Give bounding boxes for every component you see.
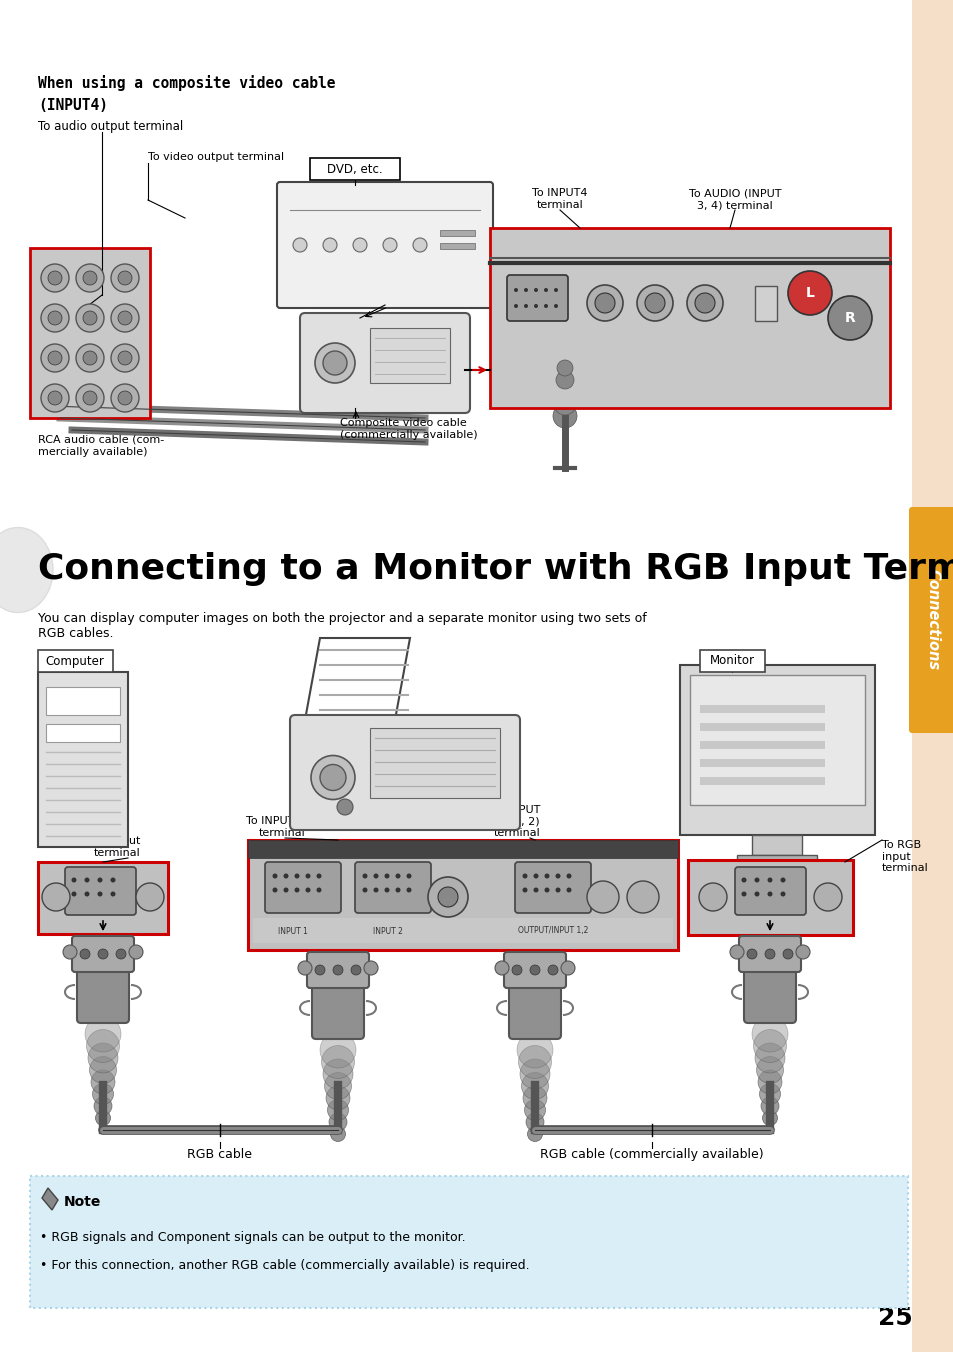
Circle shape [740,891,745,896]
Circle shape [751,1015,787,1052]
FancyBboxPatch shape [77,965,129,1023]
Circle shape [543,304,547,308]
Circle shape [534,288,537,292]
Circle shape [330,1126,345,1141]
Bar [248,840,678,950]
Circle shape [305,887,310,892]
Circle shape [48,352,62,365]
Circle shape [517,1032,553,1068]
Circle shape [514,304,517,308]
Circle shape [353,238,367,251]
Circle shape [129,945,143,959]
Circle shape [522,887,527,892]
Circle shape [595,293,615,314]
Bar [38,650,112,672]
Circle shape [319,764,346,791]
Circle shape [586,285,622,320]
Text: OUTPUT/INPUT 1,2: OUTPUT/INPUT 1,2 [517,926,588,936]
Circle shape [530,965,539,975]
Circle shape [48,311,62,324]
Circle shape [382,238,396,251]
Text: Connections: Connections [924,569,940,671]
Circle shape [336,799,353,815]
Circle shape [524,1099,545,1121]
Bar [679,665,874,836]
Circle shape [111,304,139,333]
Ellipse shape [0,527,53,612]
Circle shape [111,891,115,896]
FancyBboxPatch shape [734,867,805,915]
Circle shape [544,887,549,892]
Text: To audio output terminal: To audio output terminal [38,120,183,132]
Text: 25: 25 [877,1306,911,1330]
Text: To OUTPUT
(INPUT 1, 2)
terminal: To OUTPUT (INPUT 1, 2) terminal [473,804,539,838]
Circle shape [97,891,102,896]
Circle shape [85,1015,121,1052]
FancyBboxPatch shape [515,863,590,913]
Bar [248,840,678,859]
Circle shape [519,1059,550,1088]
Circle shape [437,887,457,907]
Circle shape [94,1096,112,1115]
Circle shape [813,883,841,911]
Circle shape [324,1072,351,1099]
Circle shape [90,1056,116,1083]
Bar [30,247,150,418]
Text: You can display computer images on both the projector and a separate monitor usi: You can display computer images on both … [38,612,646,639]
Circle shape [557,360,573,376]
FancyBboxPatch shape [290,715,519,830]
Circle shape [522,1086,546,1110]
Circle shape [321,1045,355,1079]
Circle shape [111,384,139,412]
Circle shape [374,873,378,879]
Bar [38,672,128,846]
Circle shape [111,343,139,372]
Circle shape [97,877,102,883]
Circle shape [111,877,115,883]
Text: RCA audio cable (com-
mercially available): RCA audio cable (com- mercially availabl… [38,435,164,457]
Circle shape [754,891,759,896]
Circle shape [699,883,726,911]
FancyBboxPatch shape [65,867,136,915]
Circle shape [521,1072,548,1099]
Circle shape [518,1045,551,1079]
FancyBboxPatch shape [312,982,364,1038]
Circle shape [626,882,659,913]
Text: To INPUT 1
terminal: To INPUT 1 terminal [246,817,305,838]
Circle shape [76,264,104,292]
Circle shape [758,1069,781,1094]
Circle shape [305,873,310,879]
Text: To RGB
input
terminal: To RGB input terminal [882,840,928,873]
FancyBboxPatch shape [739,936,801,972]
Circle shape [116,949,126,959]
FancyBboxPatch shape [509,982,560,1038]
FancyBboxPatch shape [276,183,493,308]
Circle shape [795,945,809,959]
Circle shape [555,873,560,879]
Bar [370,329,450,383]
Circle shape [323,238,336,251]
Circle shape [555,887,560,892]
Circle shape [294,887,299,892]
Circle shape [547,965,558,975]
FancyBboxPatch shape [299,314,470,412]
Circle shape [566,873,571,879]
Circle shape [41,264,69,292]
Circle shape [514,288,517,292]
Circle shape [740,877,745,883]
Circle shape [827,296,871,339]
Circle shape [754,1042,784,1073]
Text: (INPUT4): (INPUT4) [38,97,108,114]
Circle shape [136,883,164,911]
Text: Connecting to a Monitor with RGB Input Terminal: Connecting to a Monitor with RGB Input T… [38,552,953,585]
Circle shape [384,887,389,892]
Text: R: R [843,311,855,324]
FancyBboxPatch shape [355,863,431,913]
Circle shape [764,949,774,959]
Text: Computer: Computer [46,654,104,668]
Circle shape [406,873,411,879]
Polygon shape [42,1188,58,1210]
Circle shape [118,352,132,365]
Circle shape [83,352,97,365]
Circle shape [297,961,312,975]
